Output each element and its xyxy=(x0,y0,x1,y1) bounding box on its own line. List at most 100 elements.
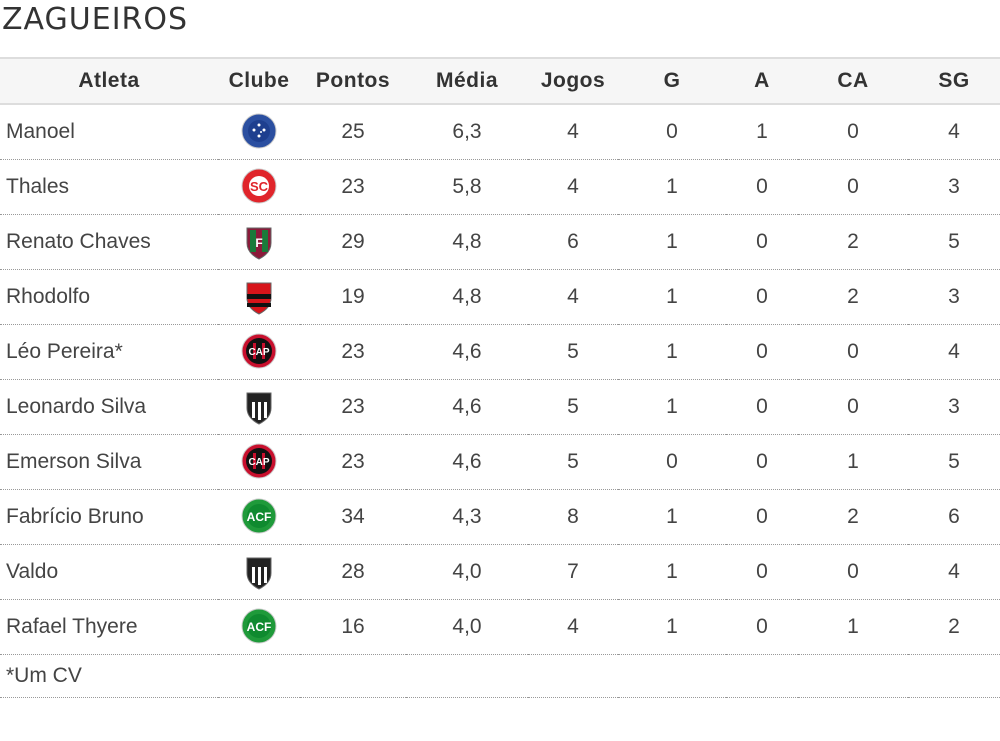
cell-g: 0 xyxy=(618,434,726,490)
cell-pontos: 34 xyxy=(300,489,406,545)
table-row: Renato Chaves F 29 4,8 6 1 0 2 5 xyxy=(0,214,1000,270)
svg-text:SC: SC xyxy=(250,179,269,194)
table-row: Thales SC 23 5,8 4 1 0 0 3 xyxy=(0,159,1000,215)
cell-ca: 0 xyxy=(798,104,908,160)
cell-media: 4,8 xyxy=(406,269,528,325)
cell-g: 1 xyxy=(618,489,726,545)
cell-pontos: 28 xyxy=(300,544,406,600)
column-header[interactable]: CA xyxy=(798,57,908,105)
internacional-badge-icon: SC xyxy=(218,159,300,215)
cell-pontos: 23 xyxy=(300,379,406,435)
cell-pontos: 23 xyxy=(300,159,406,215)
cell-g: 1 xyxy=(618,379,726,435)
svg-text:CAP: CAP xyxy=(248,347,269,358)
cell-ca: 0 xyxy=(798,324,908,380)
cell-sg: 4 xyxy=(908,104,1000,160)
cell-sg: 2 xyxy=(908,599,1000,655)
section-title: ZAGUEIROS xyxy=(2,2,189,37)
svg-text:F: F xyxy=(255,236,262,250)
cell-jogos: 4 xyxy=(528,104,618,160)
cell-sg: 6 xyxy=(908,489,1000,545)
cell-jogos: 6 xyxy=(528,214,618,270)
table-row: Manoel 25 6,3 4 0 1 0 4 xyxy=(0,104,1000,160)
table-row: Emerson Silva CAP 23 4,6 5 0 0 1 5 xyxy=(0,434,1000,490)
cell-sg: 5 xyxy=(908,434,1000,490)
cell-g: 1 xyxy=(618,159,726,215)
table-row: Fabrício Bruno ACF 34 4,3 8 1 0 2 6 xyxy=(0,489,1000,545)
cell-ca: 1 xyxy=(798,599,908,655)
column-header[interactable]: Jogos xyxy=(528,57,618,105)
column-header[interactable]: A xyxy=(726,57,798,105)
cell-jogos: 4 xyxy=(528,269,618,325)
column-header[interactable]: Média xyxy=(406,57,528,105)
cell-atleta: Thales xyxy=(0,159,218,215)
cell-atleta: Renato Chaves xyxy=(0,214,218,270)
cell-media: 4,0 xyxy=(406,544,528,600)
cell-a: 0 xyxy=(726,544,798,600)
cell-ca: 0 xyxy=(798,544,908,600)
svg-text:ACF: ACF xyxy=(247,510,272,524)
flamengo-badge-icon xyxy=(218,269,300,325)
table-row: Rafael Thyere ACF 16 4,0 4 1 0 1 2 xyxy=(0,599,1000,655)
table-row: Valdo 28 4,0 7 1 0 0 4 xyxy=(0,544,1000,600)
table-row: Leonardo Silva 23 4,6 5 1 0 0 3 xyxy=(0,379,1000,435)
cell-pontos: 19 xyxy=(300,269,406,325)
cell-ca: 2 xyxy=(798,489,908,545)
cell-jogos: 5 xyxy=(528,324,618,380)
cell-g: 1 xyxy=(618,269,726,325)
cell-g: 1 xyxy=(618,544,726,600)
cell-media: 4,6 xyxy=(406,434,528,490)
cell-a: 1 xyxy=(726,104,798,160)
cell-jogos: 7 xyxy=(528,544,618,600)
table-row: Rhodolfo 19 4,8 4 1 0 2 3 xyxy=(0,269,1000,325)
cell-atleta: Léo Pereira* xyxy=(0,324,218,380)
table-header: Atleta Clube Pontos Média Jogos G A CA SG xyxy=(0,57,1000,105)
column-header[interactable]: G xyxy=(618,57,726,105)
cell-ca: 0 xyxy=(798,379,908,435)
cell-ca: 1 xyxy=(798,434,908,490)
cell-a: 0 xyxy=(726,489,798,545)
cell-a: 0 xyxy=(726,159,798,215)
column-header[interactable]: Pontos xyxy=(300,57,406,105)
cell-sg: 4 xyxy=(908,324,1000,380)
cell-atleta: Rafael Thyere xyxy=(0,599,218,655)
cell-pontos: 23 xyxy=(300,434,406,490)
cell-g: 1 xyxy=(618,214,726,270)
svg-text:ACF: ACF xyxy=(247,620,272,634)
cell-media: 4,3 xyxy=(406,489,528,545)
cell-g: 1 xyxy=(618,599,726,655)
chapecoense-badge-icon: ACF xyxy=(218,489,300,545)
players-table: Atleta Clube Pontos Média Jogos G A CA SG Manoel… xyxy=(0,57,1000,698)
cell-jogos: 5 xyxy=(528,379,618,435)
fluminense-badge-icon: F xyxy=(218,214,300,270)
cell-media: 4,6 xyxy=(406,379,528,435)
cell-ca: 2 xyxy=(798,269,908,325)
atletico-pr-badge-icon: CAP xyxy=(218,324,300,380)
cell-g: 1 xyxy=(618,324,726,380)
cell-media: 4,0 xyxy=(406,599,528,655)
cell-a: 0 xyxy=(726,599,798,655)
cell-jogos: 8 xyxy=(528,489,618,545)
cell-a: 0 xyxy=(726,269,798,325)
cell-atleta: Valdo xyxy=(0,544,218,600)
column-header[interactable]: Atleta xyxy=(0,57,218,105)
cell-atleta: Fabrício Bruno xyxy=(0,489,218,545)
cell-a: 0 xyxy=(726,434,798,490)
cell-sg: 3 xyxy=(908,159,1000,215)
svg-text:CAP: CAP xyxy=(248,457,269,468)
footnote-row: *Um CV xyxy=(0,654,1000,698)
cell-jogos: 5 xyxy=(528,434,618,490)
table-row: Léo Pereira* CAP 23 4,6 5 1 0 0 4 xyxy=(0,324,1000,380)
cell-ca: 2 xyxy=(798,214,908,270)
cell-jogos: 4 xyxy=(528,599,618,655)
atletico-pr-badge-icon: CAP xyxy=(218,434,300,490)
chapecoense-badge-icon: ACF xyxy=(218,599,300,655)
cell-atleta: Rhodolfo xyxy=(0,269,218,325)
cell-sg: 5 xyxy=(908,214,1000,270)
ceara-badge-icon xyxy=(218,544,300,600)
column-header[interactable]: Clube xyxy=(218,57,300,105)
cell-media: 5,8 xyxy=(406,159,528,215)
column-header[interactable]: SG xyxy=(908,57,1000,105)
cell-pontos: 16 xyxy=(300,599,406,655)
cell-ca: 0 xyxy=(798,159,908,215)
